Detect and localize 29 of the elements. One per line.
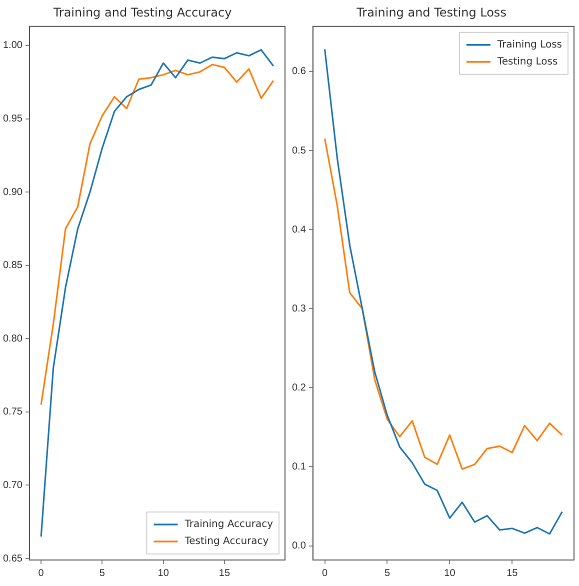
y-tick-label: 0.90 [2,186,23,198]
y-tick-label: 0.75 [2,406,23,418]
y-tick-label: 0.85 [2,260,23,272]
legend-label: Testing Accuracy [184,536,269,548]
legend-label: Testing Loss [496,56,558,68]
y-tick-label: 0.1 [292,461,306,472]
chart-title: Training and Testing Loss [356,5,506,20]
x-tick-label: 5 [99,568,106,579]
y-tick-label: 0.70 [2,480,23,491]
legend-label: Training Accuracy [184,519,274,530]
x-tick-label: 10 [158,568,170,579]
x-tick-label: 15 [506,568,518,579]
chart-title: Training and Testing Accuracy [52,5,232,20]
y-tick-label: 0.5 [292,145,306,156]
x-tick-label: 0 [322,568,328,579]
y-tick-label: 0.3 [292,303,306,314]
x-tick-label: 5 [384,568,390,579]
y-tick-label: 0.65 [2,553,23,564]
y-tick-label: 0.95 [2,114,23,125]
x-tick-label: 0 [38,568,44,579]
x-tick-label: 15 [218,568,230,579]
y-tick-label: 0.6 [292,66,306,78]
y-tick-label: 0.80 [2,333,23,344]
y-tick-label: 0.2 [292,382,306,394]
legend-label: Training Loss [496,39,562,50]
x-tick-label: 10 [444,568,456,579]
y-tick-label: 0.4 [292,224,306,236]
y-tick-label: 0.0 [292,540,306,552]
y-tick-label: 1.00 [2,40,23,52]
